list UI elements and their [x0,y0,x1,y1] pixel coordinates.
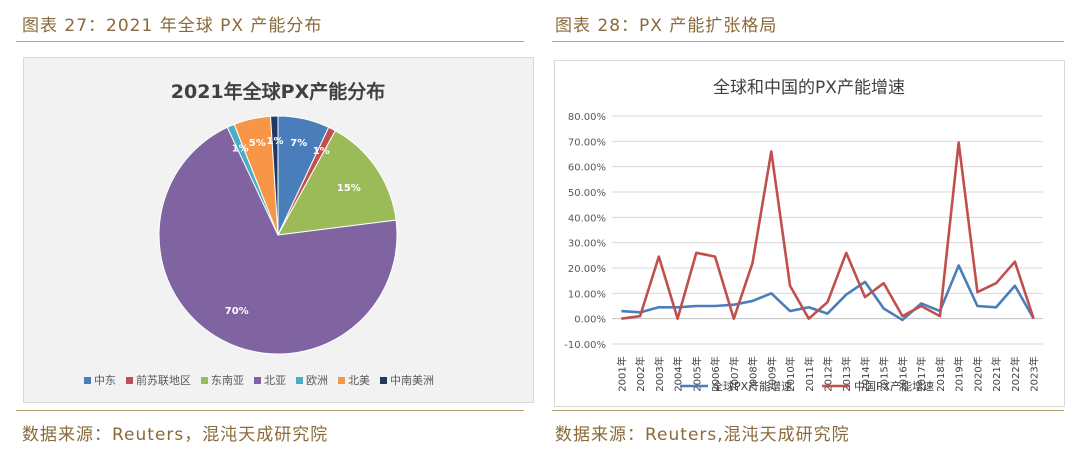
pie-data-label-2: 15% [337,183,361,194]
right-top-rule [552,41,1064,42]
pie-data-label-3: 70% [225,306,249,317]
left-source-caption: 数据来源：Reuters，混沌天成研究院 [22,425,329,445]
x-tick-label-21: 2022年 [1009,356,1022,391]
y-tick-label-5: 40.00% [568,213,606,224]
x-tick-label-4: 2005年 [690,356,703,391]
right-source-caption: 数据来源：Reuters,混沌天成研究院 [555,425,850,445]
x-tick-label-5: 2006年 [709,356,722,391]
pie-legend-label-1: 前苏联地区 [136,373,191,387]
pie-legend-swatch-4 [296,377,303,384]
series-line-0 [621,264,1035,322]
x-tick-label-13: 2014年 [859,356,872,391]
x-tick-label-7: 2008年 [747,356,760,391]
pie-legend-label-0: 中东 [94,374,116,387]
y-tick-label-4: 30.00% [568,239,606,250]
left-bottom-rule [16,410,524,411]
x-tick-label-22: 2023年 [1028,356,1041,391]
pie-chart-title: 2021年全球PX产能分布 [171,80,385,103]
x-tick-label-6: 2007年 [728,356,741,391]
pie-legend-swatch-6 [380,377,387,384]
y-tick-label-7: 60.00% [568,163,606,174]
pie-legend-swatch-0 [84,377,91,384]
pie-data-label-4: 1% [232,144,249,155]
line-chart-title: 全球和中国的PX产能增速 [713,78,905,98]
y-tick-label-3: 20.00% [568,264,606,275]
pie-data-label-5: 5% [249,138,266,149]
series-line-1 [621,141,1035,320]
pie-data-label-0: 7% [290,138,307,149]
pie-legend-swatch-3 [254,377,261,384]
pie-data-label-6: 1% [267,136,284,147]
x-tick-label-14: 2015年 [878,356,891,391]
pie-chart-panel: 2021年全球PX产能分布 7% 1% 15% 70% 1% 5% 1% 中东 前苏联地区 东南… [23,57,534,403]
x-tick-label-16: 2017年 [915,356,928,391]
line-chart-panel: 全球和中国的PX产能增速 -10.00% 0.00% 10.00% 20.00% 30.… [554,60,1065,407]
pie-slice-3 [158,126,398,355]
y-tick-label-2: 10.00% [568,289,606,300]
x-tick-label-11: 2012年 [822,356,835,391]
x-tick-label-10: 2011年 [803,356,816,391]
x-tick-label-0: 2001年 [615,356,628,391]
pie-legend-label-3: 北亚 [264,374,286,387]
x-tick-label-2: 2003年 [653,356,666,391]
x-tick-label-15: 2016年 [896,356,909,391]
y-tick-label-8: 70.00% [568,137,606,148]
x-tick-label-20: 2021年 [990,356,1003,391]
pie-legend-swatch-2 [201,377,208,384]
line-legend-label-0: 全球PX产能增速 [712,379,792,393]
pie-legend-swatch-5 [338,377,345,384]
right-bottom-rule [552,410,1064,411]
pie-legend-swatch-1 [126,377,133,384]
left-top-rule [16,41,524,42]
x-tick-label-18: 2019年 [953,356,966,391]
y-tick-label-1: 0.00% [574,315,606,326]
x-tick-label-3: 2004年 [672,356,685,391]
pie-legend-label-2: 东南亚 [211,374,244,387]
pie-legend-label-5: 北美 [348,374,370,387]
x-tick-label-17: 2018年 [934,356,947,391]
line-chart: 全球和中国的PX产能增速 -10.00% 0.00% 10.00% 20.00% 30.… [564,78,1043,393]
x-tick-label-9: 2010年 [784,356,797,391]
pie-data-label-1: 1% [313,146,330,157]
pie-legend-label-6: 中南美洲 [390,374,434,387]
y-tick-label-0: -10.00% [564,340,606,351]
right-figure-caption: 图表 28：PX 产能扩张格局 [555,16,778,36]
pie-slice-2 [277,130,397,236]
x-tick-label-8: 2009年 [765,356,778,391]
x-tick-label-19: 2020年 [971,356,984,391]
pie-slice-6 [269,115,279,236]
pie-legend-label-4: 欧洲 [306,374,328,387]
x-tick-label-1: 2002年 [634,356,647,391]
left-figure-caption: 图表 27：2021 年全球 PX 产能分布 [22,16,323,36]
y-tick-label-6: 50.00% [568,188,606,199]
y-tick-label-9: 80.00% [568,112,606,123]
pie-chart: 2021年全球PX产能分布 7%1%15%70%1%5% 1% 中东 前苏联地区 东南… [84,80,434,387]
x-tick-label-12: 2013年 [840,356,853,391]
line-legend-label-1: 中国PX产能增速 [854,379,934,393]
